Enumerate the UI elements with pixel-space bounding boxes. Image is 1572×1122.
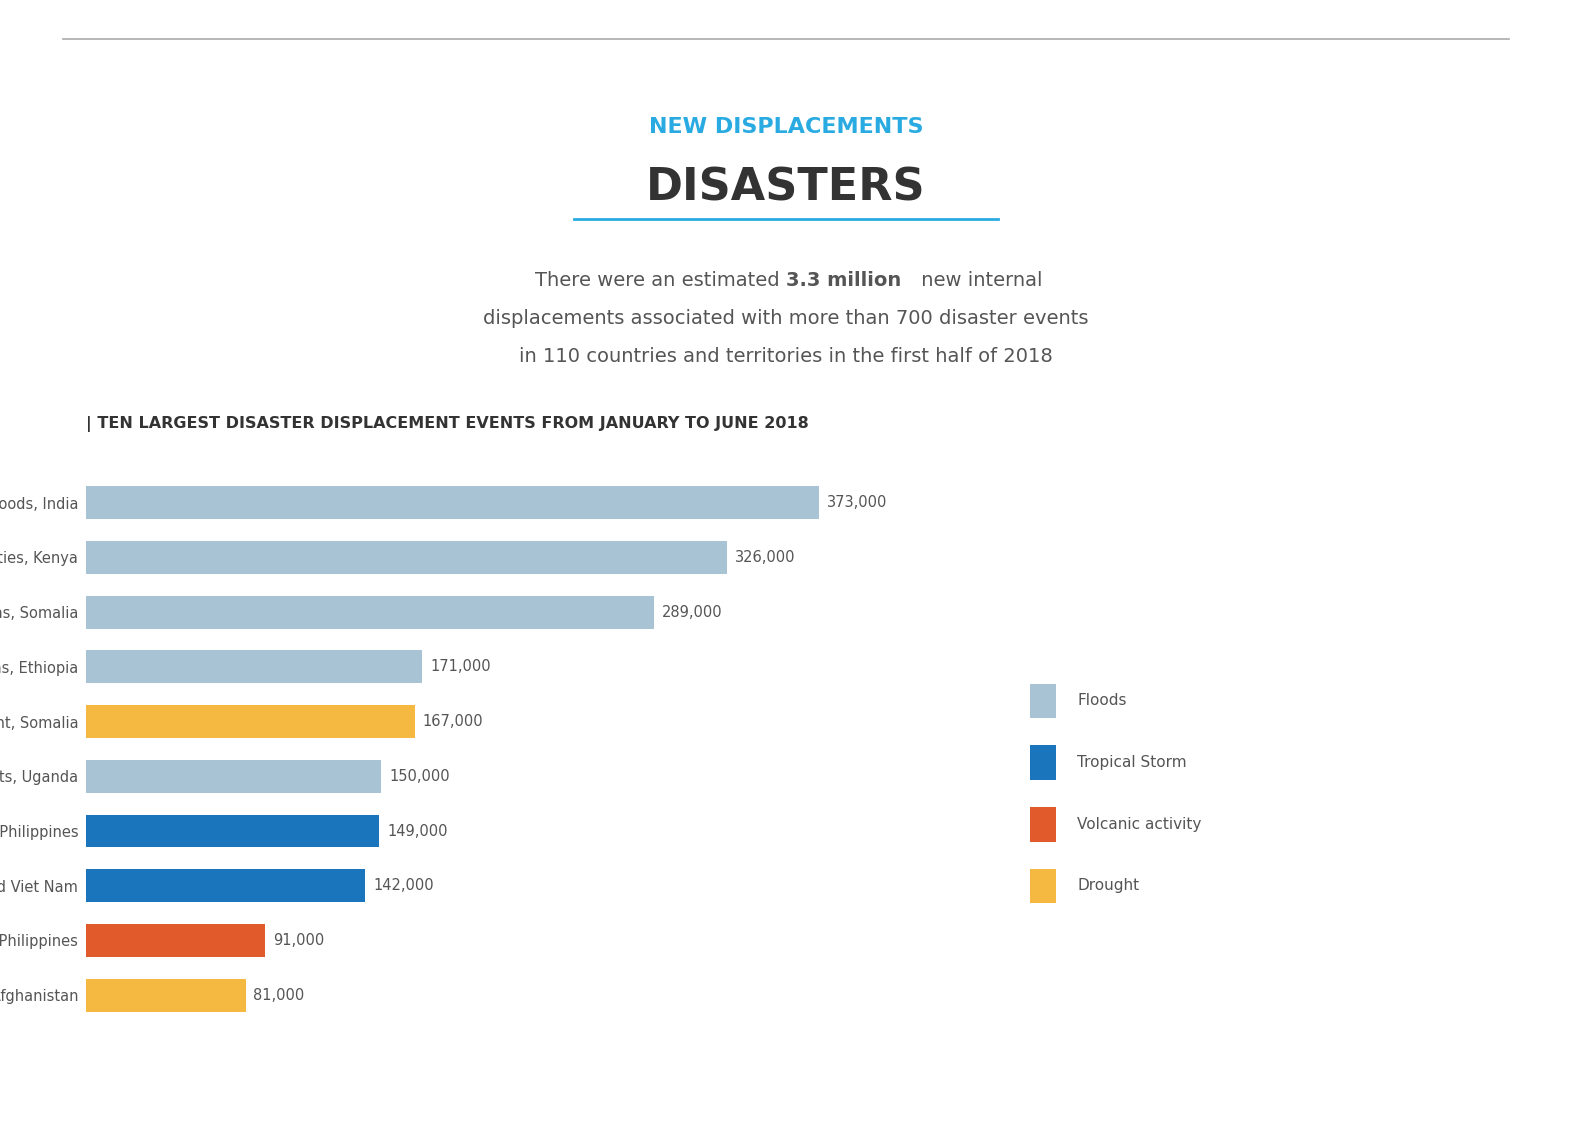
Text: displacements associated with more than 700 disaster events: displacements associated with more than … xyxy=(483,310,1089,328)
Text: 326,000: 326,000 xyxy=(736,550,795,564)
Bar xyxy=(86,651,423,683)
Text: | TEN LARGEST DISASTER DISPLACEMENT EVENTS FROM JANUARY TO JUNE 2018: | TEN LARGEST DISASTER DISPLACEMENT EVEN… xyxy=(86,416,810,432)
Bar xyxy=(1030,807,1056,842)
Bar xyxy=(86,870,365,902)
Text: 91,000: 91,000 xyxy=(274,934,324,948)
Text: Tropical Storm: Tropical Storm xyxy=(1077,755,1187,770)
Bar xyxy=(1030,683,1056,718)
Bar xyxy=(86,978,245,1012)
Bar xyxy=(1030,745,1056,780)
Bar xyxy=(86,760,380,793)
Text: 3.3 million: 3.3 million xyxy=(786,272,901,289)
Text: Drought: Drought xyxy=(1077,879,1140,893)
Bar xyxy=(86,596,654,628)
Bar xyxy=(86,925,266,957)
Text: 81,000: 81,000 xyxy=(253,987,305,1003)
Text: 289,000: 289,000 xyxy=(662,605,723,619)
Text: in 110 countries and territories in the first half of 2018: in 110 countries and territories in the … xyxy=(519,348,1053,366)
Text: 149,000: 149,000 xyxy=(387,824,448,838)
Text: new internal: new internal xyxy=(915,272,1042,289)
Text: There were an estimated: There were an estimated xyxy=(534,272,786,289)
Text: 142,000: 142,000 xyxy=(374,879,434,893)
Text: 167,000: 167,000 xyxy=(423,714,483,729)
Text: Floods: Floods xyxy=(1077,693,1127,708)
Bar xyxy=(1030,868,1056,903)
Text: 373,000: 373,000 xyxy=(827,495,888,511)
Text: DISASTERS: DISASTERS xyxy=(646,167,926,210)
Bar xyxy=(86,486,819,519)
Text: 171,000: 171,000 xyxy=(431,660,490,674)
Bar xyxy=(86,705,415,738)
Text: NEW DISPLACEMENTS: NEW DISPLACEMENTS xyxy=(649,117,923,137)
Bar xyxy=(86,815,379,847)
Text: Volcanic activity: Volcanic activity xyxy=(1077,817,1201,831)
Text: 150,000: 150,000 xyxy=(388,769,450,784)
Bar xyxy=(86,541,726,573)
